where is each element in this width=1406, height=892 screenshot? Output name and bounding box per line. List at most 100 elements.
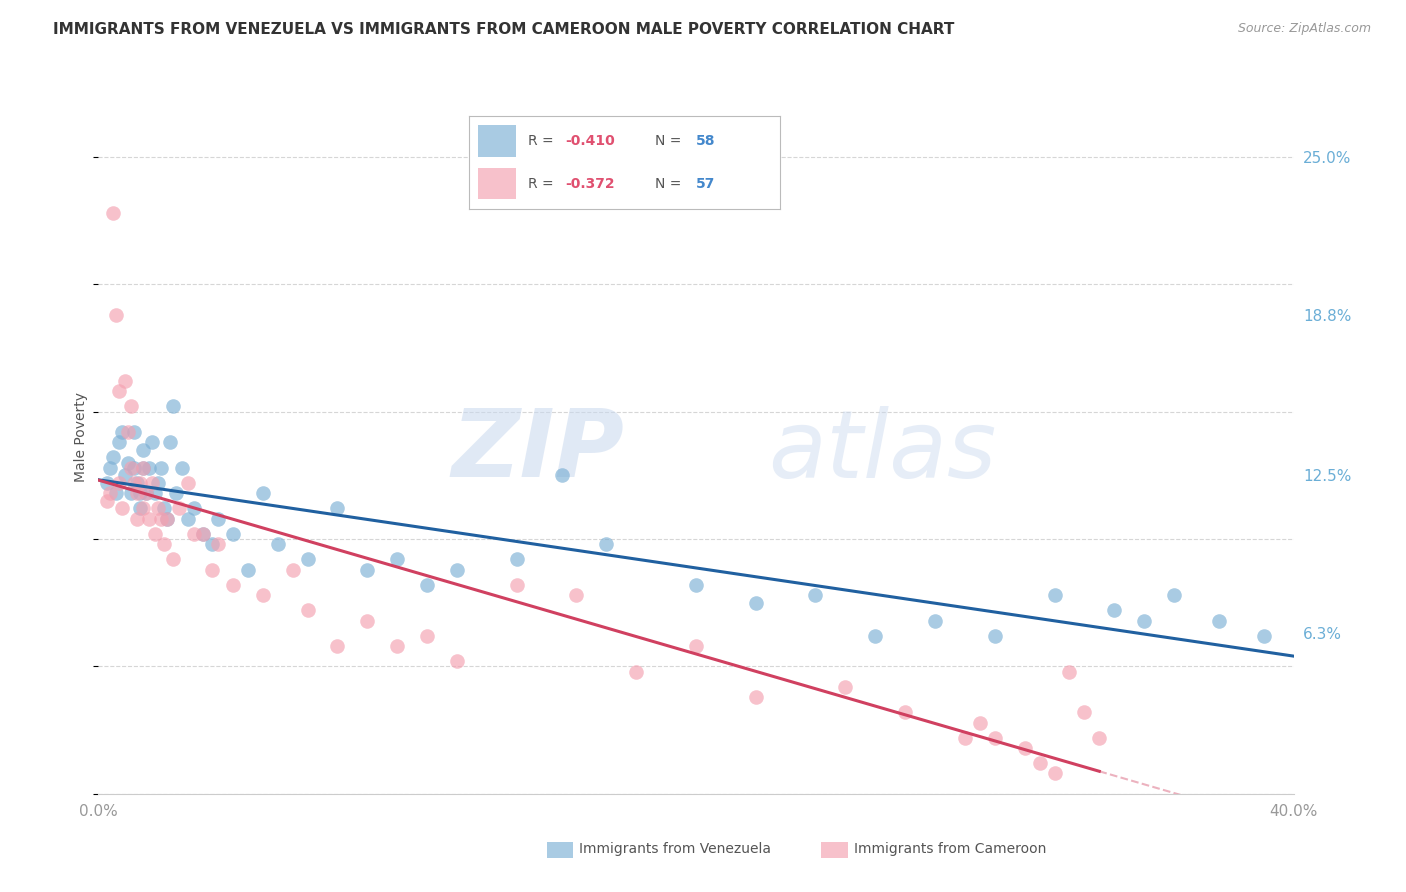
Point [127,475,149,490]
Point [124,475,146,490]
Point [135,486,157,500]
Point [281,563,304,577]
Point [165,486,187,500]
Point [108,435,131,450]
Point [1059,665,1081,679]
Point [297,603,319,617]
Point [141,475,163,490]
Point [177,511,200,525]
Point [191,527,214,541]
Point [183,501,205,516]
Point [326,639,349,653]
Point [385,552,409,566]
Point [96,493,118,508]
Point [1163,588,1185,602]
Bar [547,842,572,858]
Point [1104,603,1126,617]
Point [1073,706,1095,720]
Point [865,629,887,643]
Point [114,468,136,483]
Text: atlas: atlas [768,406,995,497]
Point [105,308,128,322]
Point [685,639,707,653]
Point [252,486,274,500]
Point [156,511,179,525]
Point [201,537,224,551]
Point [984,629,1007,643]
Point [132,460,155,475]
Point [236,563,259,577]
Point [132,442,155,457]
Point [153,501,176,516]
Point [138,511,160,525]
Text: ZIP: ZIP [451,405,624,498]
Y-axis label: Male Poverty: Male Poverty [75,392,89,482]
Point [446,654,468,668]
Point [117,425,139,439]
Point [745,596,768,610]
Point [172,460,194,475]
Point [156,511,179,525]
Point [595,537,617,551]
Point [162,552,184,566]
Point [167,501,190,516]
Point [894,706,917,720]
Point [120,486,142,500]
Point [1088,731,1111,745]
Text: IMMIGRANTS FROM VENEZUELA VS IMMIGRANTS FROM CAMEROON MALE POVERTY CORRELATION C: IMMIGRANTS FROM VENEZUELA VS IMMIGRANTS … [53,22,955,37]
Point [984,731,1007,745]
Bar [821,842,848,858]
Point [127,486,149,500]
Point [924,614,946,628]
Point [162,400,184,414]
Point [114,374,136,388]
Point [135,486,157,500]
Text: Immigrants from Cameroon: Immigrants from Cameroon [853,842,1046,855]
Point [416,578,439,592]
Point [626,665,648,679]
Point [111,501,134,516]
Point [1014,741,1036,756]
Point [506,578,529,592]
Point [143,527,166,541]
Point [129,486,152,500]
Point [1253,629,1275,643]
Point [804,588,827,602]
Point [834,680,856,694]
Point [953,731,976,745]
Point [356,614,378,628]
Point [132,501,155,516]
Text: Source: ZipAtlas.com: Source: ZipAtlas.com [1237,22,1371,36]
Point [1028,756,1050,771]
Point [565,588,588,602]
Point [129,501,152,516]
Point [267,537,290,551]
Point [222,527,245,541]
Point [117,456,139,470]
Point [148,501,170,516]
Point [108,475,131,490]
Point [111,425,134,439]
Point [1133,614,1156,628]
Point [969,715,991,730]
Point [385,639,409,653]
Point [153,537,176,551]
Point [141,435,163,450]
Point [120,460,142,475]
Point [550,468,572,483]
Point [98,460,122,475]
Text: Immigrants from Venezuela: Immigrants from Venezuela [579,842,770,855]
Point [103,206,125,220]
Point [207,511,229,525]
Point [124,460,146,475]
Point [446,563,468,577]
Point [356,563,378,577]
Point [191,527,214,541]
Point [129,475,152,490]
Point [685,578,707,592]
Point [201,563,224,577]
Point [222,578,245,592]
Point [745,690,768,704]
Point [207,537,229,551]
Point [148,475,170,490]
